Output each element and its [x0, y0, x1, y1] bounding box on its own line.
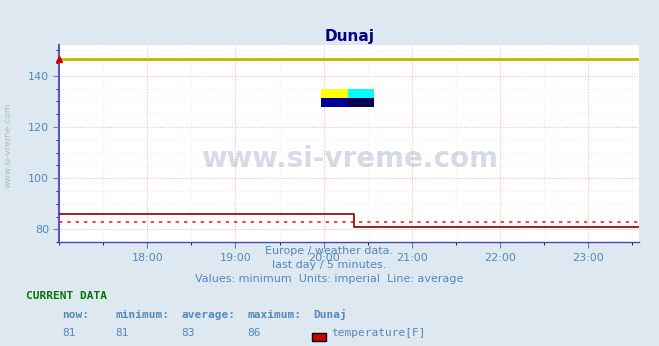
Text: 81: 81	[63, 328, 76, 338]
Bar	[347, 98, 374, 107]
Text: CURRENT DATA: CURRENT DATA	[26, 291, 107, 301]
Text: last day / 5 minutes.: last day / 5 minutes.	[272, 260, 387, 270]
Title: Dunaj: Dunaj	[324, 29, 374, 44]
Bar	[322, 98, 347, 107]
Text: Values: minimum  Units: imperial  Line: average: Values: minimum Units: imperial Line: av…	[195, 274, 464, 284]
Text: now:: now:	[63, 310, 90, 320]
Text: maximum:: maximum:	[247, 310, 301, 320]
Text: 86: 86	[247, 328, 260, 338]
Bar	[322, 89, 347, 98]
Text: www.si-vreme.com: www.si-vreme.com	[201, 145, 498, 173]
Text: temperature[F]: temperature[F]	[331, 328, 426, 338]
Text: minimum:: minimum:	[115, 310, 169, 320]
Text: average:: average:	[181, 310, 235, 320]
Text: Dunaj: Dunaj	[313, 309, 347, 320]
Bar	[347, 89, 374, 98]
Text: www.si-vreme.com: www.si-vreme.com	[3, 103, 13, 188]
Text: 81: 81	[115, 328, 129, 338]
Text: 83: 83	[181, 328, 194, 338]
Text: Europe / weather data.: Europe / weather data.	[266, 246, 393, 256]
